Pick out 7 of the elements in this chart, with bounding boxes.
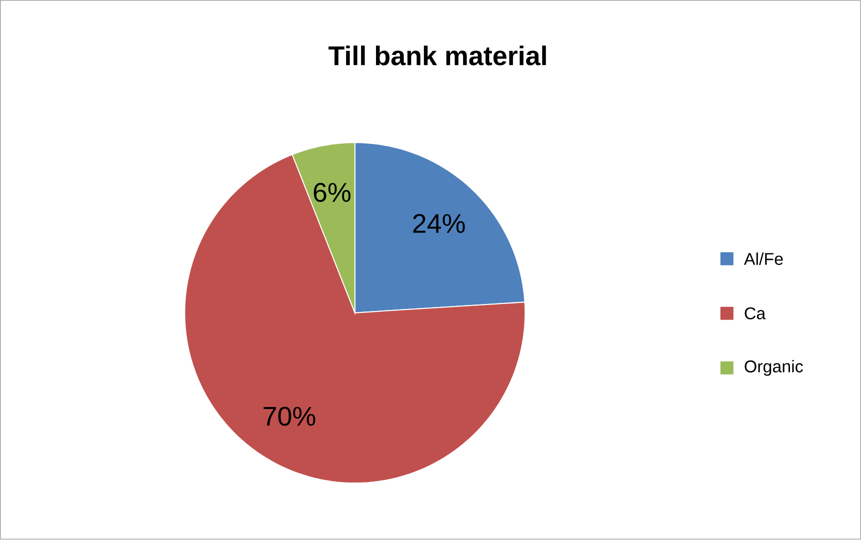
legend-label: Organic [744,360,803,376]
data-label: 70% [264,407,316,426]
data-label: 24% [413,214,465,234]
legend-label: Al/Fe [744,252,783,266]
chart-title: Till bank material [328,46,546,66]
data-label: 6% [314,183,350,202]
legend-label: Ca [744,308,766,320]
